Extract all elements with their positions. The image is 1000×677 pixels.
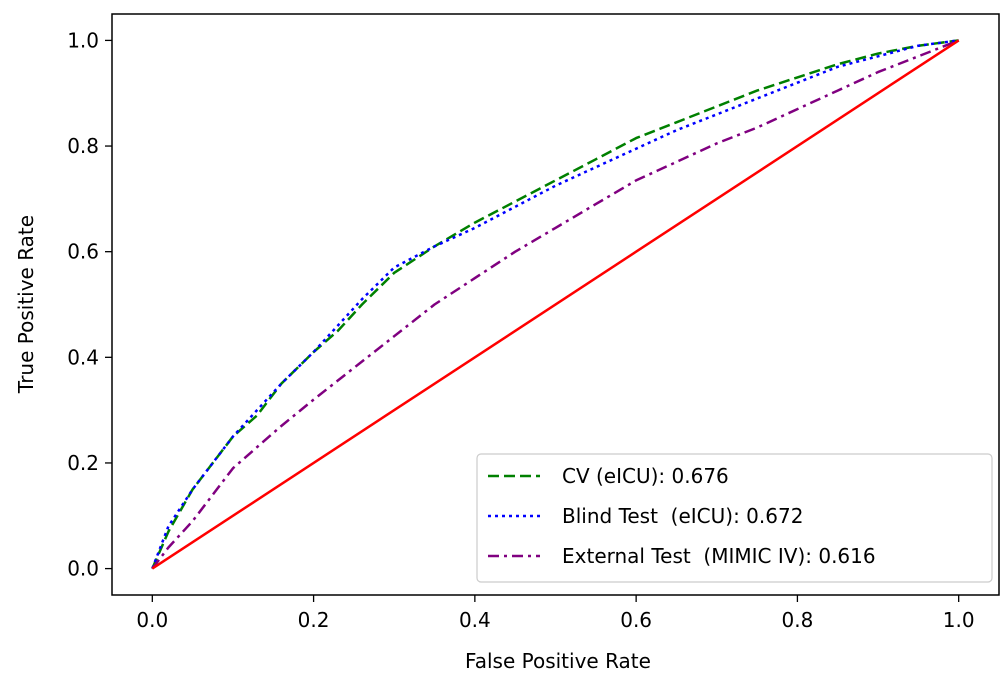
x-axis-label: False Positive Rate xyxy=(465,649,651,673)
x-tick-label: 0.6 xyxy=(620,608,652,632)
legend-label-2: External Test (MIMIC IV): 0.616 xyxy=(562,544,876,568)
x-tick-label: 1.0 xyxy=(943,608,975,632)
x-tick-label: 0.0 xyxy=(136,608,168,632)
x-tick-label: 0.2 xyxy=(298,608,330,632)
y-tick-label: 0.2 xyxy=(67,451,99,475)
y-axis-label: True Positive Rate xyxy=(14,215,38,394)
y-tick-label: 1.0 xyxy=(67,28,99,52)
y-tick-label: 0.4 xyxy=(67,345,99,369)
x-tick-label: 0.8 xyxy=(782,608,814,632)
legend: CV (eICU): 0.676 Blind Test (eICU): 0.672… xyxy=(477,454,992,582)
y-tick-label: 0.8 xyxy=(67,134,99,158)
legend-label-1: Blind Test (eICU): 0.672 xyxy=(562,504,803,528)
y-tick-label: 0.0 xyxy=(67,557,99,581)
x-tick-label: 0.4 xyxy=(459,608,491,632)
legend-label-0: CV (eICU): 0.676 xyxy=(562,464,729,488)
y-tick-label: 0.6 xyxy=(67,240,99,264)
